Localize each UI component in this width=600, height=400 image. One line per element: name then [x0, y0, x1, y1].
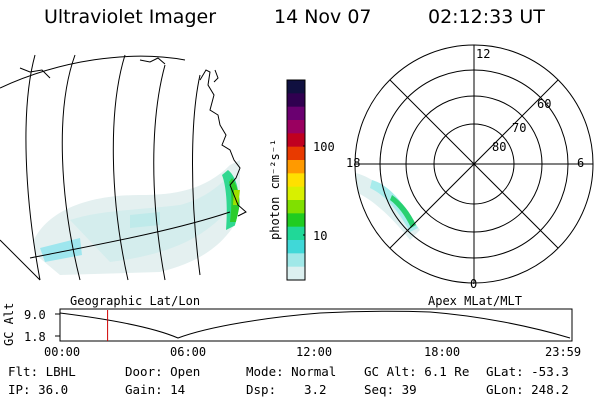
colorbar-band	[287, 146, 305, 161]
ip-value: IP: 36.0	[8, 382, 69, 397]
altitude-xtick-4: 23:59	[545, 345, 582, 359]
mlt-label-12: 12	[476, 47, 491, 61]
instrument-title: Ultraviolet Imager	[44, 6, 217, 28]
colorbar-band	[287, 240, 305, 254]
geo-panel-label: Geographic Lat/Lon	[70, 294, 201, 308]
altitude-xtick-1: 06:00	[170, 345, 207, 359]
filter-value: Flt: LBHL	[8, 364, 76, 379]
dsp-label: Dsp:	[246, 382, 277, 397]
colorbar-tick-10: 10	[313, 229, 328, 243]
mlt-label-18: 18	[346, 156, 361, 170]
colorbar-band	[287, 120, 305, 134]
gc-alt-value: GC Alt: 6.1 Re	[364, 364, 470, 379]
colorbar-band	[287, 106, 305, 121]
door-status: Door: Open	[125, 364, 201, 379]
dsp-value: 3.2	[304, 382, 327, 397]
auroral-emission-geo	[30, 160, 240, 275]
altitude-xtick-0: 00:00	[44, 345, 81, 359]
polar-grid	[354, 44, 594, 284]
time-label: 02:12:33 UT	[428, 6, 545, 28]
colorbar-band	[287, 266, 305, 281]
mlt-label-6: 6	[577, 156, 585, 170]
colorbar-tick-100: 100	[313, 140, 335, 154]
mode-value: Mode: Normal	[246, 364, 337, 379]
altitude-xtick-2: 12:00	[296, 345, 333, 359]
auroral-emission-polar	[355, 172, 420, 240]
polar-panel-label: Apex MLat/MLT	[428, 294, 522, 308]
glon-value: GLon: 248.2	[486, 382, 569, 397]
latlon-grid	[0, 54, 231, 281]
colorbar-band	[287, 226, 305, 241]
colorbar-band	[287, 173, 305, 188]
colorbar-band	[287, 93, 305, 108]
mlat-label-80: 80	[492, 140, 507, 154]
altitude-xtick-3: 18:00	[424, 345, 461, 359]
gain-value: Gain: 14	[125, 382, 186, 397]
mlt-label-0: 0	[470, 277, 478, 291]
altitude-ylabel: GC Alt	[2, 302, 16, 346]
date-label: 14 Nov 07	[274, 6, 372, 28]
coastline	[19, 57, 247, 217]
colorbar-band	[287, 160, 305, 174]
colorbar-band	[287, 200, 305, 214]
altitude-curve	[59, 310, 571, 339]
colorbar-band	[287, 80, 305, 94]
colorbar-band	[287, 186, 305, 201]
altitude-ytick-low: 1.8	[24, 330, 46, 344]
colorbar-band	[287, 133, 305, 148]
seq-value: Seq: 39	[364, 382, 417, 397]
mlat-label-70: 70	[512, 121, 527, 135]
mlat-label-60: 60	[537, 97, 552, 111]
glat-value: GLat: -53.3	[486, 364, 569, 379]
altitude-ytick-high: 9.0	[24, 308, 46, 322]
colorbar-band	[287, 213, 305, 228]
colorbar-band	[287, 253, 305, 268]
